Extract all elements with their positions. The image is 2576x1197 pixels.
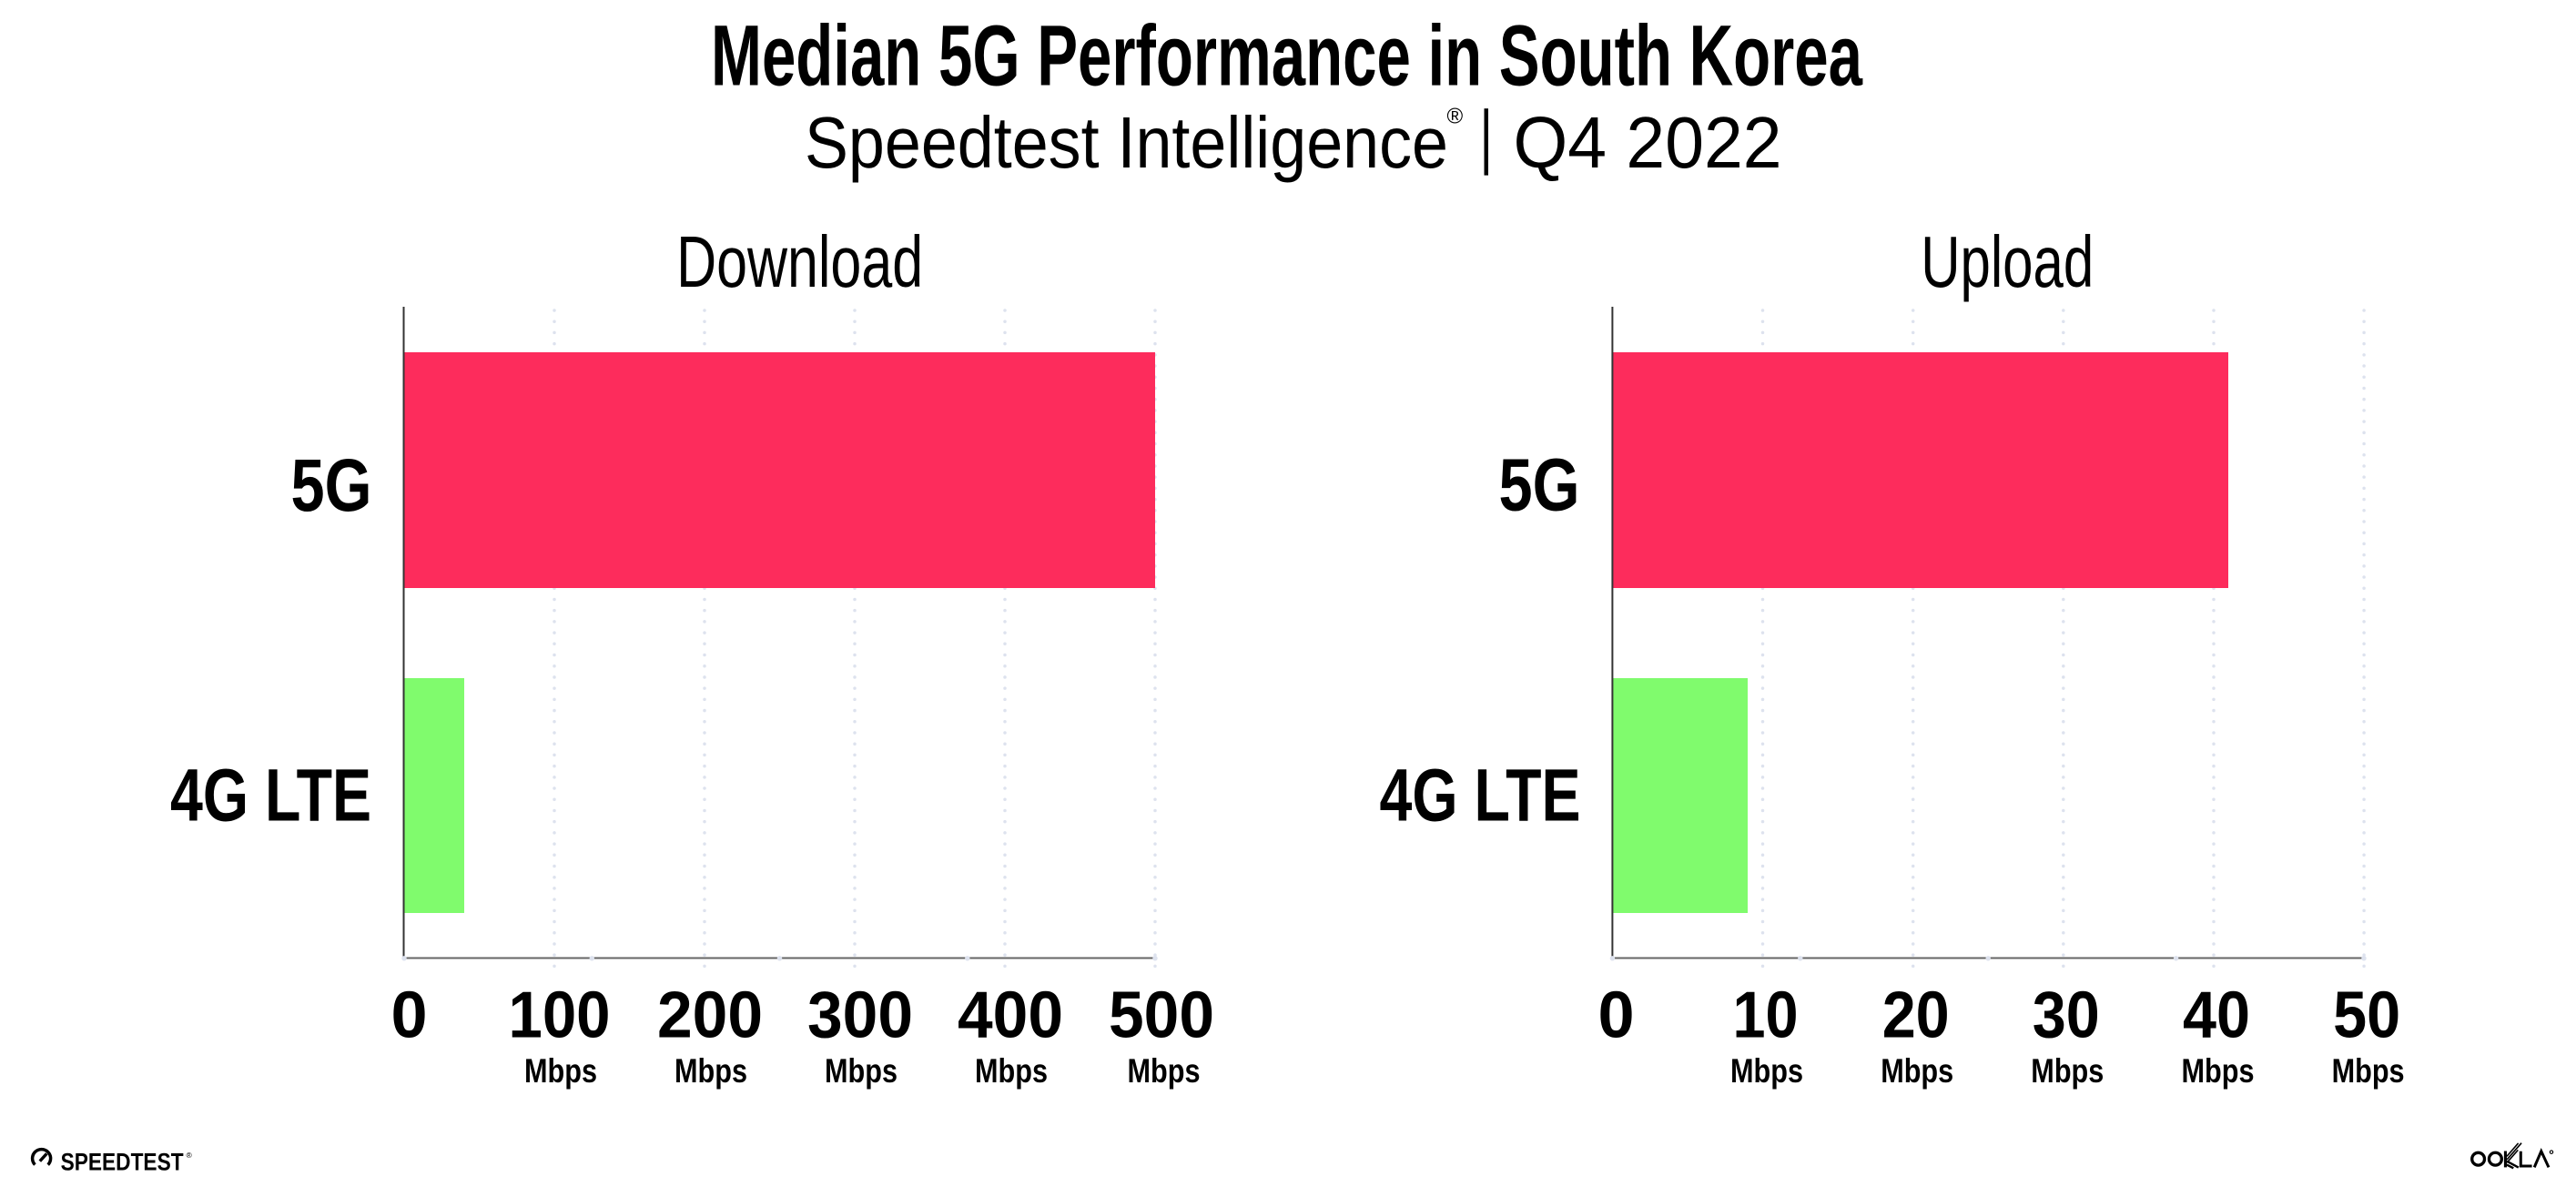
- svg-text:Mbps: Mbps: [825, 1052, 898, 1090]
- svg-text:50: 50: [2333, 979, 2400, 1052]
- svg-text:Mbps: Mbps: [1881, 1052, 1953, 1090]
- svg-text:400: 400: [958, 979, 1063, 1052]
- svg-text:20: 20: [1882, 979, 1950, 1052]
- svg-text:10: 10: [1733, 979, 1799, 1052]
- svg-text:4G LTE: 4G LTE: [1380, 754, 1581, 837]
- svg-text:0: 0: [1597, 979, 1634, 1052]
- svg-text:0: 0: [390, 979, 427, 1052]
- svg-text:200: 200: [657, 979, 763, 1052]
- svg-text:Upload: Upload: [1921, 221, 2094, 302]
- svg-text:100: 100: [509, 979, 611, 1052]
- svg-text:30: 30: [2033, 979, 2100, 1052]
- svg-text:500: 500: [1109, 979, 1214, 1052]
- svg-text:Mbps: Mbps: [2031, 1052, 2104, 1090]
- svg-text:Mbps: Mbps: [674, 1052, 747, 1090]
- svg-text:Mbps: Mbps: [1128, 1052, 1201, 1090]
- svg-text:®: ®: [1447, 105, 1464, 129]
- svg-text:Download: Download: [676, 221, 923, 302]
- svg-text:Median 5G Performance in South: Median 5G Performance in South Korea: [711, 7, 1863, 104]
- svg-text:Mbps: Mbps: [975, 1052, 1048, 1090]
- svg-text:SPEEDTEST: SPEEDTEST: [61, 1147, 184, 1175]
- svg-text:40: 40: [2183, 979, 2250, 1052]
- svg-text:Mbps: Mbps: [2182, 1052, 2255, 1090]
- svg-text:4G LTE: 4G LTE: [170, 754, 371, 837]
- svg-text:®: ®: [187, 1151, 193, 1160]
- svg-text:5G: 5G: [1499, 444, 1580, 527]
- svg-text:5G: 5G: [291, 444, 372, 527]
- svg-text:Mbps: Mbps: [2332, 1052, 2405, 1090]
- svg-text:Mbps: Mbps: [1730, 1052, 1803, 1090]
- svg-text:Speedtest Intelligence: Speedtest Intelligence: [805, 102, 1448, 183]
- svg-text:Q4 2022: Q4 2022: [1514, 102, 1782, 183]
- svg-text:Mbps: Mbps: [524, 1052, 597, 1090]
- svg-text:300: 300: [807, 979, 913, 1052]
